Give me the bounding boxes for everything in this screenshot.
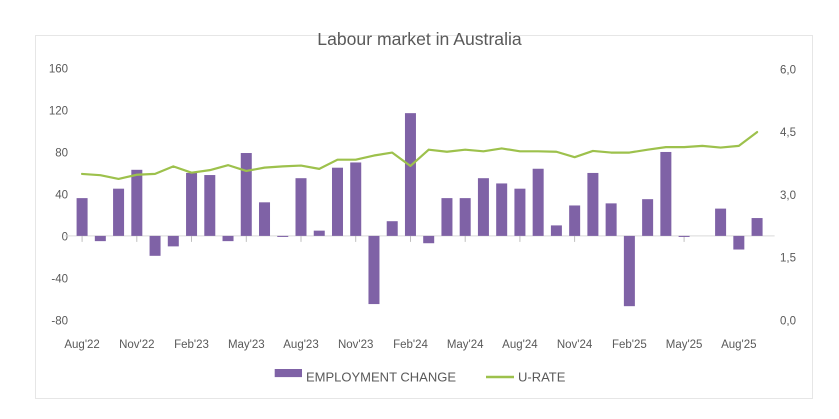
svg-text:40: 40 [55, 189, 68, 201]
svg-text:4,5: 4,5 [780, 127, 796, 139]
svg-text:Nov'24: Nov'24 [557, 339, 593, 351]
svg-text:Feb'24: Feb'24 [393, 339, 428, 351]
svg-text:Feb'23: Feb'23 [174, 339, 209, 351]
svg-text:160: 160 [49, 64, 68, 76]
svg-text:EMPLOYMENT CHANGE: EMPLOYMENT CHANGE [306, 370, 456, 385]
svg-text:Feb'25: Feb'25 [612, 339, 647, 351]
svg-text:Aug'25: Aug'25 [721, 339, 756, 351]
svg-text:6,0: 6,0 [780, 65, 796, 77]
svg-text:May'23: May'23 [228, 339, 265, 351]
svg-text:80: 80 [55, 148, 68, 160]
svg-text:-40: -40 [51, 273, 68, 285]
svg-text:U-RATE: U-RATE [518, 370, 566, 385]
svg-text:3,0: 3,0 [780, 190, 796, 202]
svg-text:120: 120 [49, 106, 68, 118]
svg-text:Aug'24: Aug'24 [502, 339, 538, 351]
svg-text:May'25: May'25 [666, 339, 703, 351]
svg-text:Nov'23: Nov'23 [338, 339, 373, 351]
svg-text:Labour market in Australia: Labour market in Australia [317, 29, 522, 49]
svg-text:Nov'22: Nov'22 [119, 339, 154, 351]
svg-text:-80: -80 [51, 315, 68, 327]
svg-text:0: 0 [62, 231, 68, 243]
svg-text:Aug'23: Aug'23 [283, 339, 318, 351]
svg-text:0,0: 0,0 [780, 315, 796, 327]
svg-text:1,5: 1,5 [780, 253, 796, 265]
svg-text:May'24: May'24 [447, 339, 484, 351]
svg-text:Aug'22: Aug'22 [64, 339, 99, 351]
